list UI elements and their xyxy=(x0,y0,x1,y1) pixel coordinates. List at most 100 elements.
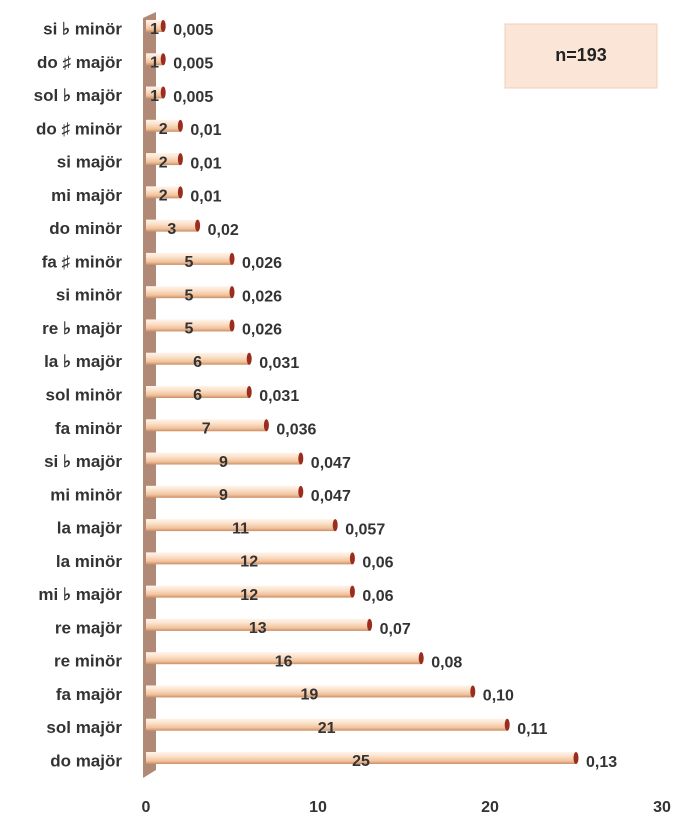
count-label: 16 xyxy=(275,653,293,670)
count-label: 6 xyxy=(193,387,202,404)
bar-cap xyxy=(229,286,235,299)
bar xyxy=(146,352,252,365)
bar-cap xyxy=(246,352,252,365)
bar-body xyxy=(146,319,232,332)
count-label: 9 xyxy=(219,487,228,504)
count-label: 2 xyxy=(159,154,168,171)
share-label: 0,10 xyxy=(483,688,514,705)
share-label: 0,06 xyxy=(362,555,393,572)
bar xyxy=(146,86,166,99)
bar xyxy=(146,153,183,166)
count-label: 6 xyxy=(193,354,202,371)
y-tick-label: re ♭ majör xyxy=(42,319,122,338)
bar-body xyxy=(146,485,301,498)
x-tick-label: 10 xyxy=(309,799,327,816)
bar-body xyxy=(146,286,232,299)
share-label: 0,07 xyxy=(380,621,411,638)
bar xyxy=(146,252,235,265)
share-label: 0,01 xyxy=(190,122,221,139)
bar-body xyxy=(146,685,473,698)
y-tick-label: si minör xyxy=(56,286,123,305)
bar-cap xyxy=(177,119,183,132)
bar-body xyxy=(146,119,181,132)
x-tick-label: 20 xyxy=(481,799,499,816)
y-tick-label: re majör xyxy=(55,618,122,637)
annotation: n=193 xyxy=(555,45,607,65)
y-tick-label: do ♯ minör xyxy=(36,119,122,138)
annotation-box xyxy=(504,23,658,89)
y-tick-label: mi majör xyxy=(51,186,122,205)
share-label: 0,057 xyxy=(345,521,385,538)
y-tick-label: re minör xyxy=(54,652,122,671)
bar xyxy=(146,618,373,631)
bar-body xyxy=(146,252,232,265)
bar-body xyxy=(146,86,164,99)
bar-cap xyxy=(195,219,201,232)
bar-cap xyxy=(349,585,355,598)
bar-cap xyxy=(160,53,166,66)
bar-body xyxy=(146,718,508,731)
y-tick-label: fa majör xyxy=(56,685,123,704)
bar xyxy=(146,386,252,398)
count-label: 1 xyxy=(150,88,159,105)
y-tick-label: si ♭ minör xyxy=(43,19,122,38)
count-label: 11 xyxy=(232,520,249,537)
bar xyxy=(146,552,355,565)
count-label: 2 xyxy=(159,188,168,205)
count-label: 25 xyxy=(352,753,370,770)
bar-cap xyxy=(263,419,269,432)
bar xyxy=(146,286,235,299)
count-label: 13 xyxy=(249,620,267,637)
bar xyxy=(146,485,304,498)
share-label: 0,01 xyxy=(190,189,221,206)
y-tick-label: la majör xyxy=(57,519,123,538)
bar-body xyxy=(146,585,353,598)
y-tick-label: fa ♯ minör xyxy=(42,252,123,271)
share-label: 0,005 xyxy=(173,22,213,39)
bar-cap xyxy=(246,386,252,398)
bar xyxy=(146,585,355,598)
bar-cap xyxy=(504,718,510,731)
y-tick-label: sol majör xyxy=(46,718,122,737)
count-label: 5 xyxy=(185,254,194,271)
y-tick-label: la minör xyxy=(56,552,123,571)
share-label: 0,026 xyxy=(242,255,282,272)
bar xyxy=(146,53,166,66)
bar xyxy=(146,419,269,432)
bar xyxy=(146,20,166,32)
bar-cap xyxy=(177,186,183,199)
count-label: 5 xyxy=(185,287,194,304)
count-label: 2 xyxy=(159,121,168,138)
bar-body xyxy=(146,53,164,66)
bar xyxy=(146,685,476,698)
bar-cap xyxy=(573,752,579,764)
share-label: 0,01 xyxy=(190,155,221,172)
bar xyxy=(146,652,424,665)
bar-body xyxy=(146,186,181,199)
bar-body xyxy=(146,752,576,764)
share-label: 0,047 xyxy=(311,488,351,505)
bar xyxy=(146,119,183,132)
bar-body xyxy=(146,219,198,232)
share-label: 0,005 xyxy=(173,89,213,106)
y-tick-label: si majör xyxy=(57,153,123,172)
y-tick-label: mi minör xyxy=(50,485,122,504)
share-label: 0,13 xyxy=(586,754,617,771)
bar-body xyxy=(146,552,353,565)
bar-cap xyxy=(298,485,304,498)
count-label: 3 xyxy=(167,221,176,238)
y-tick-label: mi ♭ majör xyxy=(38,585,122,604)
bar-cap xyxy=(160,20,166,32)
bar-cap xyxy=(332,519,338,532)
share-label: 0,031 xyxy=(259,355,299,372)
bar xyxy=(146,718,510,731)
share-label: 0,005 xyxy=(173,55,213,72)
count-label: 7 xyxy=(202,420,211,437)
bar-body xyxy=(146,519,336,532)
count-label: 21 xyxy=(318,720,336,737)
count-label: 1 xyxy=(150,54,159,71)
share-label: 0,036 xyxy=(276,421,316,438)
share-label: 0,08 xyxy=(431,654,462,671)
bar-cap xyxy=(229,319,235,332)
